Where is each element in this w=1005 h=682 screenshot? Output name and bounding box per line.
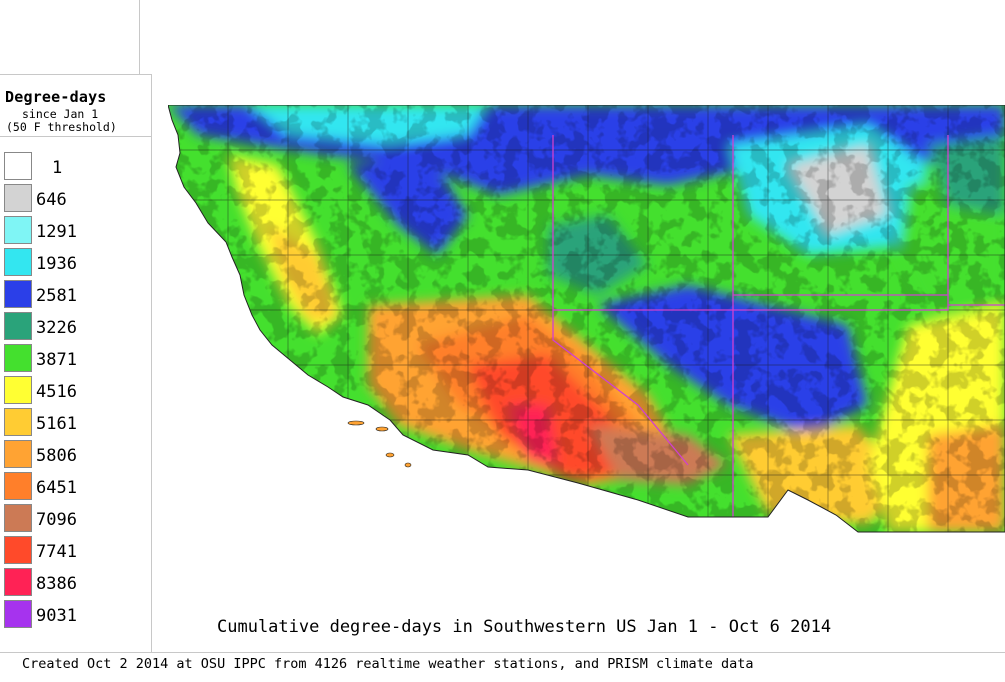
legend-swatch bbox=[4, 376, 32, 404]
top-divider bbox=[139, 0, 140, 75]
legend-item: 646 bbox=[4, 182, 144, 212]
footer-divider bbox=[0, 652, 1005, 653]
legend-value: 6451 bbox=[36, 478, 77, 498]
legend-item: 9031 bbox=[4, 598, 144, 628]
legend-swatch bbox=[4, 280, 32, 308]
data-credit: Created Oct 2 2014 at OSU IPPC from 4126… bbox=[22, 656, 754, 672]
legend-divider bbox=[0, 136, 151, 137]
legend-item: 8386 bbox=[4, 566, 144, 596]
legend-value: 4516 bbox=[36, 382, 77, 402]
legend-swatch bbox=[4, 472, 32, 500]
legend-item: 4516 bbox=[4, 374, 144, 404]
legend-value: 3226 bbox=[36, 318, 77, 338]
legend-swatch bbox=[4, 184, 32, 212]
legend-value: 7096 bbox=[36, 510, 77, 530]
legend-swatch bbox=[4, 344, 32, 372]
legend-value: 5806 bbox=[36, 446, 77, 466]
legend-value: 2581 bbox=[36, 286, 77, 306]
legend-value: 1 bbox=[52, 158, 63, 178]
legend-swatch bbox=[4, 408, 32, 436]
map-canvas bbox=[167, 104, 1005, 533]
legend-swatch bbox=[4, 568, 32, 596]
map-title: Cumulative degree-days in Southwestern U… bbox=[217, 617, 832, 637]
legend-item: 6451 bbox=[4, 470, 144, 500]
legend-value: 7741 bbox=[36, 542, 77, 562]
legend-swatch bbox=[4, 216, 32, 244]
legend-swatch bbox=[4, 504, 32, 532]
degree-day-map bbox=[167, 104, 1005, 537]
legend-item: 3226 bbox=[4, 310, 144, 340]
legend-item: 7741 bbox=[4, 534, 144, 564]
legend-swatch bbox=[4, 248, 32, 276]
legend-value: 5161 bbox=[36, 414, 77, 434]
legend-item: 2581 bbox=[4, 278, 144, 308]
legend-item: 3871 bbox=[4, 342, 144, 372]
map-zones bbox=[168, 105, 1005, 532]
legend-swatch bbox=[4, 600, 32, 628]
legend-subtitle-since: since Jan 1 bbox=[22, 107, 99, 121]
legend-value: 646 bbox=[36, 190, 67, 210]
legend-panel: Degree-days since Jan 1 (50 F threshold)… bbox=[0, 74, 152, 653]
legend-value: 1936 bbox=[36, 254, 77, 274]
legend-item: 5806 bbox=[4, 438, 144, 468]
channel-islands bbox=[347, 420, 412, 468]
legend-title: Degree-days bbox=[5, 88, 107, 106]
legend-swatch bbox=[4, 312, 32, 340]
legend-subtitle-threshold: (50 F threshold) bbox=[6, 120, 117, 134]
texture-overlay bbox=[168, 105, 1005, 532]
legend-item: 1 bbox=[4, 150, 144, 180]
legend-value: 3871 bbox=[36, 350, 77, 370]
legend-item: 1936 bbox=[4, 246, 144, 276]
legend-swatch bbox=[4, 152, 32, 180]
legend-item: 7096 bbox=[4, 502, 144, 532]
legend-item: 5161 bbox=[4, 406, 144, 436]
legend-value: 8386 bbox=[36, 574, 77, 594]
state-boundaries bbox=[552, 135, 1005, 517]
legend-item: 1291 bbox=[4, 214, 144, 244]
legend-value: 9031 bbox=[36, 606, 77, 626]
legend-swatch bbox=[4, 440, 32, 468]
legend-value: 1291 bbox=[36, 222, 77, 242]
legend-swatch bbox=[4, 536, 32, 564]
